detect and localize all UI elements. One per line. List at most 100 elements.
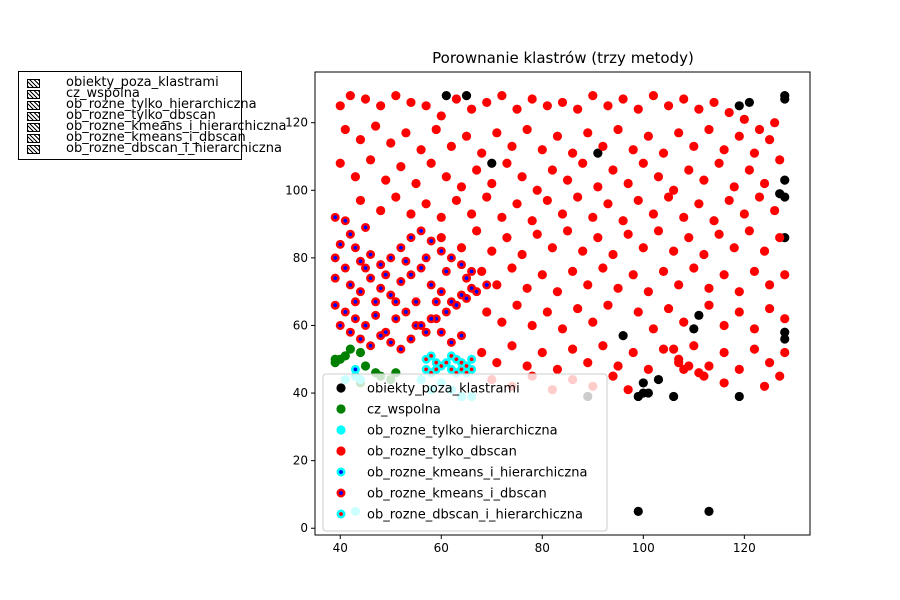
point <box>421 199 431 209</box>
legend-marker <box>336 446 346 456</box>
point <box>568 344 578 354</box>
point <box>689 341 699 351</box>
point <box>396 243 406 253</box>
point <box>764 280 775 290</box>
point <box>663 192 674 202</box>
point <box>775 371 785 381</box>
point <box>446 253 456 263</box>
point <box>714 229 724 239</box>
point <box>527 216 537 226</box>
point <box>694 104 704 114</box>
point <box>694 199 704 209</box>
point <box>643 287 653 297</box>
point <box>573 192 583 202</box>
point <box>466 104 477 114</box>
point <box>426 158 436 168</box>
point <box>557 97 568 108</box>
point <box>355 347 366 358</box>
point <box>613 283 623 293</box>
point <box>512 199 522 209</box>
point <box>512 300 522 310</box>
x-tick-label: 80 <box>535 541 550 555</box>
point <box>391 91 401 101</box>
point <box>547 165 557 175</box>
point <box>780 94 790 104</box>
point <box>578 246 588 256</box>
point <box>355 195 366 206</box>
point <box>391 297 401 307</box>
point <box>386 138 396 148</box>
point <box>340 263 350 273</box>
point <box>759 246 770 256</box>
point <box>638 158 648 168</box>
point <box>729 182 739 192</box>
point <box>669 391 679 402</box>
point <box>487 178 497 189</box>
point <box>507 263 517 273</box>
point <box>386 253 396 263</box>
outer-legend-label: ob_rozne_dbscan_i_hierarchiczna <box>66 141 282 156</box>
point <box>603 300 613 310</box>
y-tick-label: 80 <box>293 251 308 265</box>
point <box>487 158 497 168</box>
point <box>674 128 684 138</box>
point <box>775 155 785 165</box>
point <box>689 263 699 273</box>
point <box>628 145 638 155</box>
outer-legend-label: cz_wspolna <box>66 86 140 101</box>
point <box>441 172 451 182</box>
x-tick-label: 40 <box>333 541 348 555</box>
point <box>461 131 472 141</box>
point <box>345 91 355 101</box>
point <box>406 334 416 344</box>
outer-legend-label: obiekty_poza_klastrami <box>66 75 219 90</box>
point <box>381 270 391 280</box>
legend-label: ob_rozne_tylko_dbscan <box>367 445 517 460</box>
point <box>704 506 714 516</box>
point <box>340 216 350 226</box>
point <box>527 320 537 331</box>
point <box>734 287 744 297</box>
point <box>345 229 355 239</box>
point <box>492 128 502 138</box>
hatched-swatch-icon <box>27 144 40 154</box>
point <box>552 364 563 375</box>
point <box>608 249 618 260</box>
point <box>694 310 704 320</box>
point <box>699 175 709 185</box>
point <box>643 364 653 375</box>
point <box>335 239 345 249</box>
point <box>492 358 502 368</box>
point <box>441 307 451 317</box>
point <box>431 364 441 374</box>
point <box>573 303 583 314</box>
point <box>472 165 482 175</box>
point <box>441 358 451 368</box>
point <box>532 185 542 195</box>
point <box>734 307 744 317</box>
point <box>376 101 386 111</box>
point <box>679 212 689 222</box>
legend-marker <box>336 404 346 414</box>
point <box>780 192 790 202</box>
y-tick-label: 120 <box>285 116 308 130</box>
hatched-swatch-icon <box>27 133 40 143</box>
point <box>724 195 734 206</box>
point <box>340 307 350 317</box>
point <box>416 226 426 236</box>
point <box>719 347 729 358</box>
point <box>613 361 623 371</box>
point <box>492 280 502 290</box>
point <box>729 243 739 253</box>
point <box>345 327 355 337</box>
point <box>482 280 492 290</box>
point <box>472 287 482 297</box>
point <box>770 118 780 128</box>
point <box>669 246 679 256</box>
point <box>704 283 714 293</box>
outer-legend-item: obiekty_poza_klastrami <box>27 75 219 90</box>
point <box>355 334 365 344</box>
point <box>330 253 340 263</box>
point <box>391 314 401 324</box>
point <box>411 178 421 189</box>
